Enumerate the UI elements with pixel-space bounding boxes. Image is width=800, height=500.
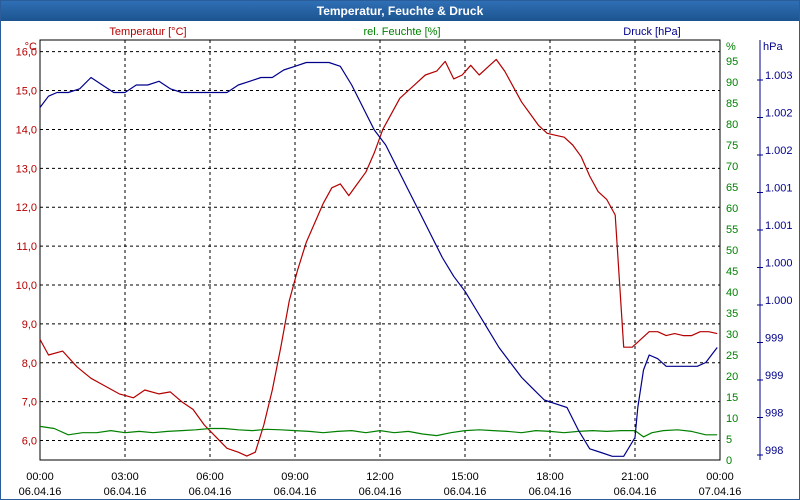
humidity-tick-label: 70 — [726, 161, 738, 173]
pressure-tick-label: 1.000 — [765, 258, 793, 270]
humidity-tick-label: 15 — [726, 392, 738, 404]
humidity-tick-label: 50 — [726, 245, 738, 257]
humidity-tick-label: 45 — [726, 266, 738, 278]
pressure-tick-label: 1.002 — [765, 108, 793, 120]
pressure-tick-label: 1.001 — [765, 220, 793, 232]
chart-title: Temperatur, Feuchte & Druck — [1, 1, 799, 21]
x-tick-time: 15:00 — [451, 471, 479, 483]
pressure-tick-label: 999 — [765, 370, 783, 382]
humidity-tick-label: 55 — [726, 224, 738, 236]
humidity-tick-label: 75 — [726, 140, 738, 152]
humidity-tick-label: 95 — [726, 56, 738, 68]
humidity-unit-label: % — [726, 41, 736, 53]
temperature-tick-label: 15,0 — [16, 86, 37, 98]
humidity-tick-label: 35 — [726, 308, 738, 320]
temperature-tick-label: 11,0 — [16, 241, 37, 253]
x-tick-date: 06.04.16 — [529, 486, 572, 498]
temperature-tick-label: 12,0 — [16, 202, 37, 214]
x-tick-date: 06.04.16 — [359, 486, 402, 498]
x-tick-time: 12:00 — [366, 471, 394, 483]
pressure-tick-label: 1.000 — [765, 295, 793, 307]
humidity-tick-label: 10 — [726, 413, 738, 425]
x-tick-date: 06.04.16 — [189, 486, 232, 498]
humidity-axis-label: rel. Feuchte [%] — [363, 26, 440, 38]
x-tick-date: 06.04.16 — [104, 486, 147, 498]
pressure-tick-label: 999 — [765, 333, 783, 345]
humidity-tick-label: 20 — [726, 371, 738, 383]
humidity-tick-label: 30 — [726, 329, 738, 341]
temperature-unit-label: °C — [25, 41, 37, 53]
humidity-tick-label: 25 — [726, 350, 738, 362]
x-tick-time: 00:00 — [706, 471, 734, 483]
temperature-axis-label: Temperatur [°C] — [109, 26, 186, 38]
temperature-tick-label: 9,0 — [22, 319, 37, 331]
temperature-tick-label: 6,0 — [22, 436, 37, 448]
pressure-tick-label: 998 — [765, 408, 783, 420]
temperature-line — [39, 58, 718, 457]
x-tick-time: 06:00 — [196, 471, 224, 483]
humidity-tick-label: 5 — [726, 434, 732, 446]
temperature-tick-label: 8,0 — [22, 358, 37, 370]
x-tick-time: 00:00 — [26, 471, 54, 483]
humidity-tick-label: 0 — [726, 455, 732, 467]
temperature-tick-label: 13,0 — [16, 163, 37, 175]
pressure-axis-label: Druck [hPa] — [623, 26, 680, 38]
pressure-tick-label: 1.003 — [765, 70, 793, 82]
pressure-tick-label: 998 — [765, 445, 783, 457]
humidity-tick-label: 85 — [726, 98, 738, 110]
pressure-tick-label: 1.002 — [765, 145, 793, 157]
humidity-tick-label: 90 — [726, 77, 738, 89]
x-tick-date: 07.04.16 — [699, 486, 742, 498]
grid-lines — [40, 40, 720, 460]
x-tick-time: 18:00 — [536, 471, 564, 483]
humidity-tick-label: 80 — [726, 119, 738, 131]
humidity-tick-label: 65 — [726, 182, 738, 194]
temperature-tick-label: 16,0 — [16, 47, 37, 59]
plot-area — [39, 39, 721, 461]
humidity-line — [39, 425, 718, 438]
x-tick-date: 06.04.16 — [274, 486, 317, 498]
pressure-tick-label: 1.001 — [765, 183, 793, 195]
temperature-tick-label: 14,0 — [16, 124, 37, 136]
pressure-line — [39, 61, 718, 457]
x-tick-time: 09:00 — [281, 471, 309, 483]
x-tick-date: 06.04.16 — [19, 486, 62, 498]
pressure-unit-label: hPa — [763, 41, 783, 53]
series-layer — [39, 58, 718, 457]
axes-layer: 00:00 06.04.16 03:00 06.04.16 06:00 06.04.16 0… — [16, 40, 793, 498]
x-tick-time: 03:00 — [111, 471, 139, 483]
humidity-tick-label: 60 — [726, 203, 738, 215]
x-tick-date: 06.04.16 — [614, 486, 657, 498]
humidity-tick-label: 40 — [726, 287, 738, 299]
temperature-tick-label: 10,0 — [16, 280, 37, 292]
x-tick-time: 21:00 — [621, 471, 649, 483]
temperature-tick-label: 7,0 — [22, 397, 37, 409]
x-tick-date: 06.04.16 — [444, 486, 487, 498]
